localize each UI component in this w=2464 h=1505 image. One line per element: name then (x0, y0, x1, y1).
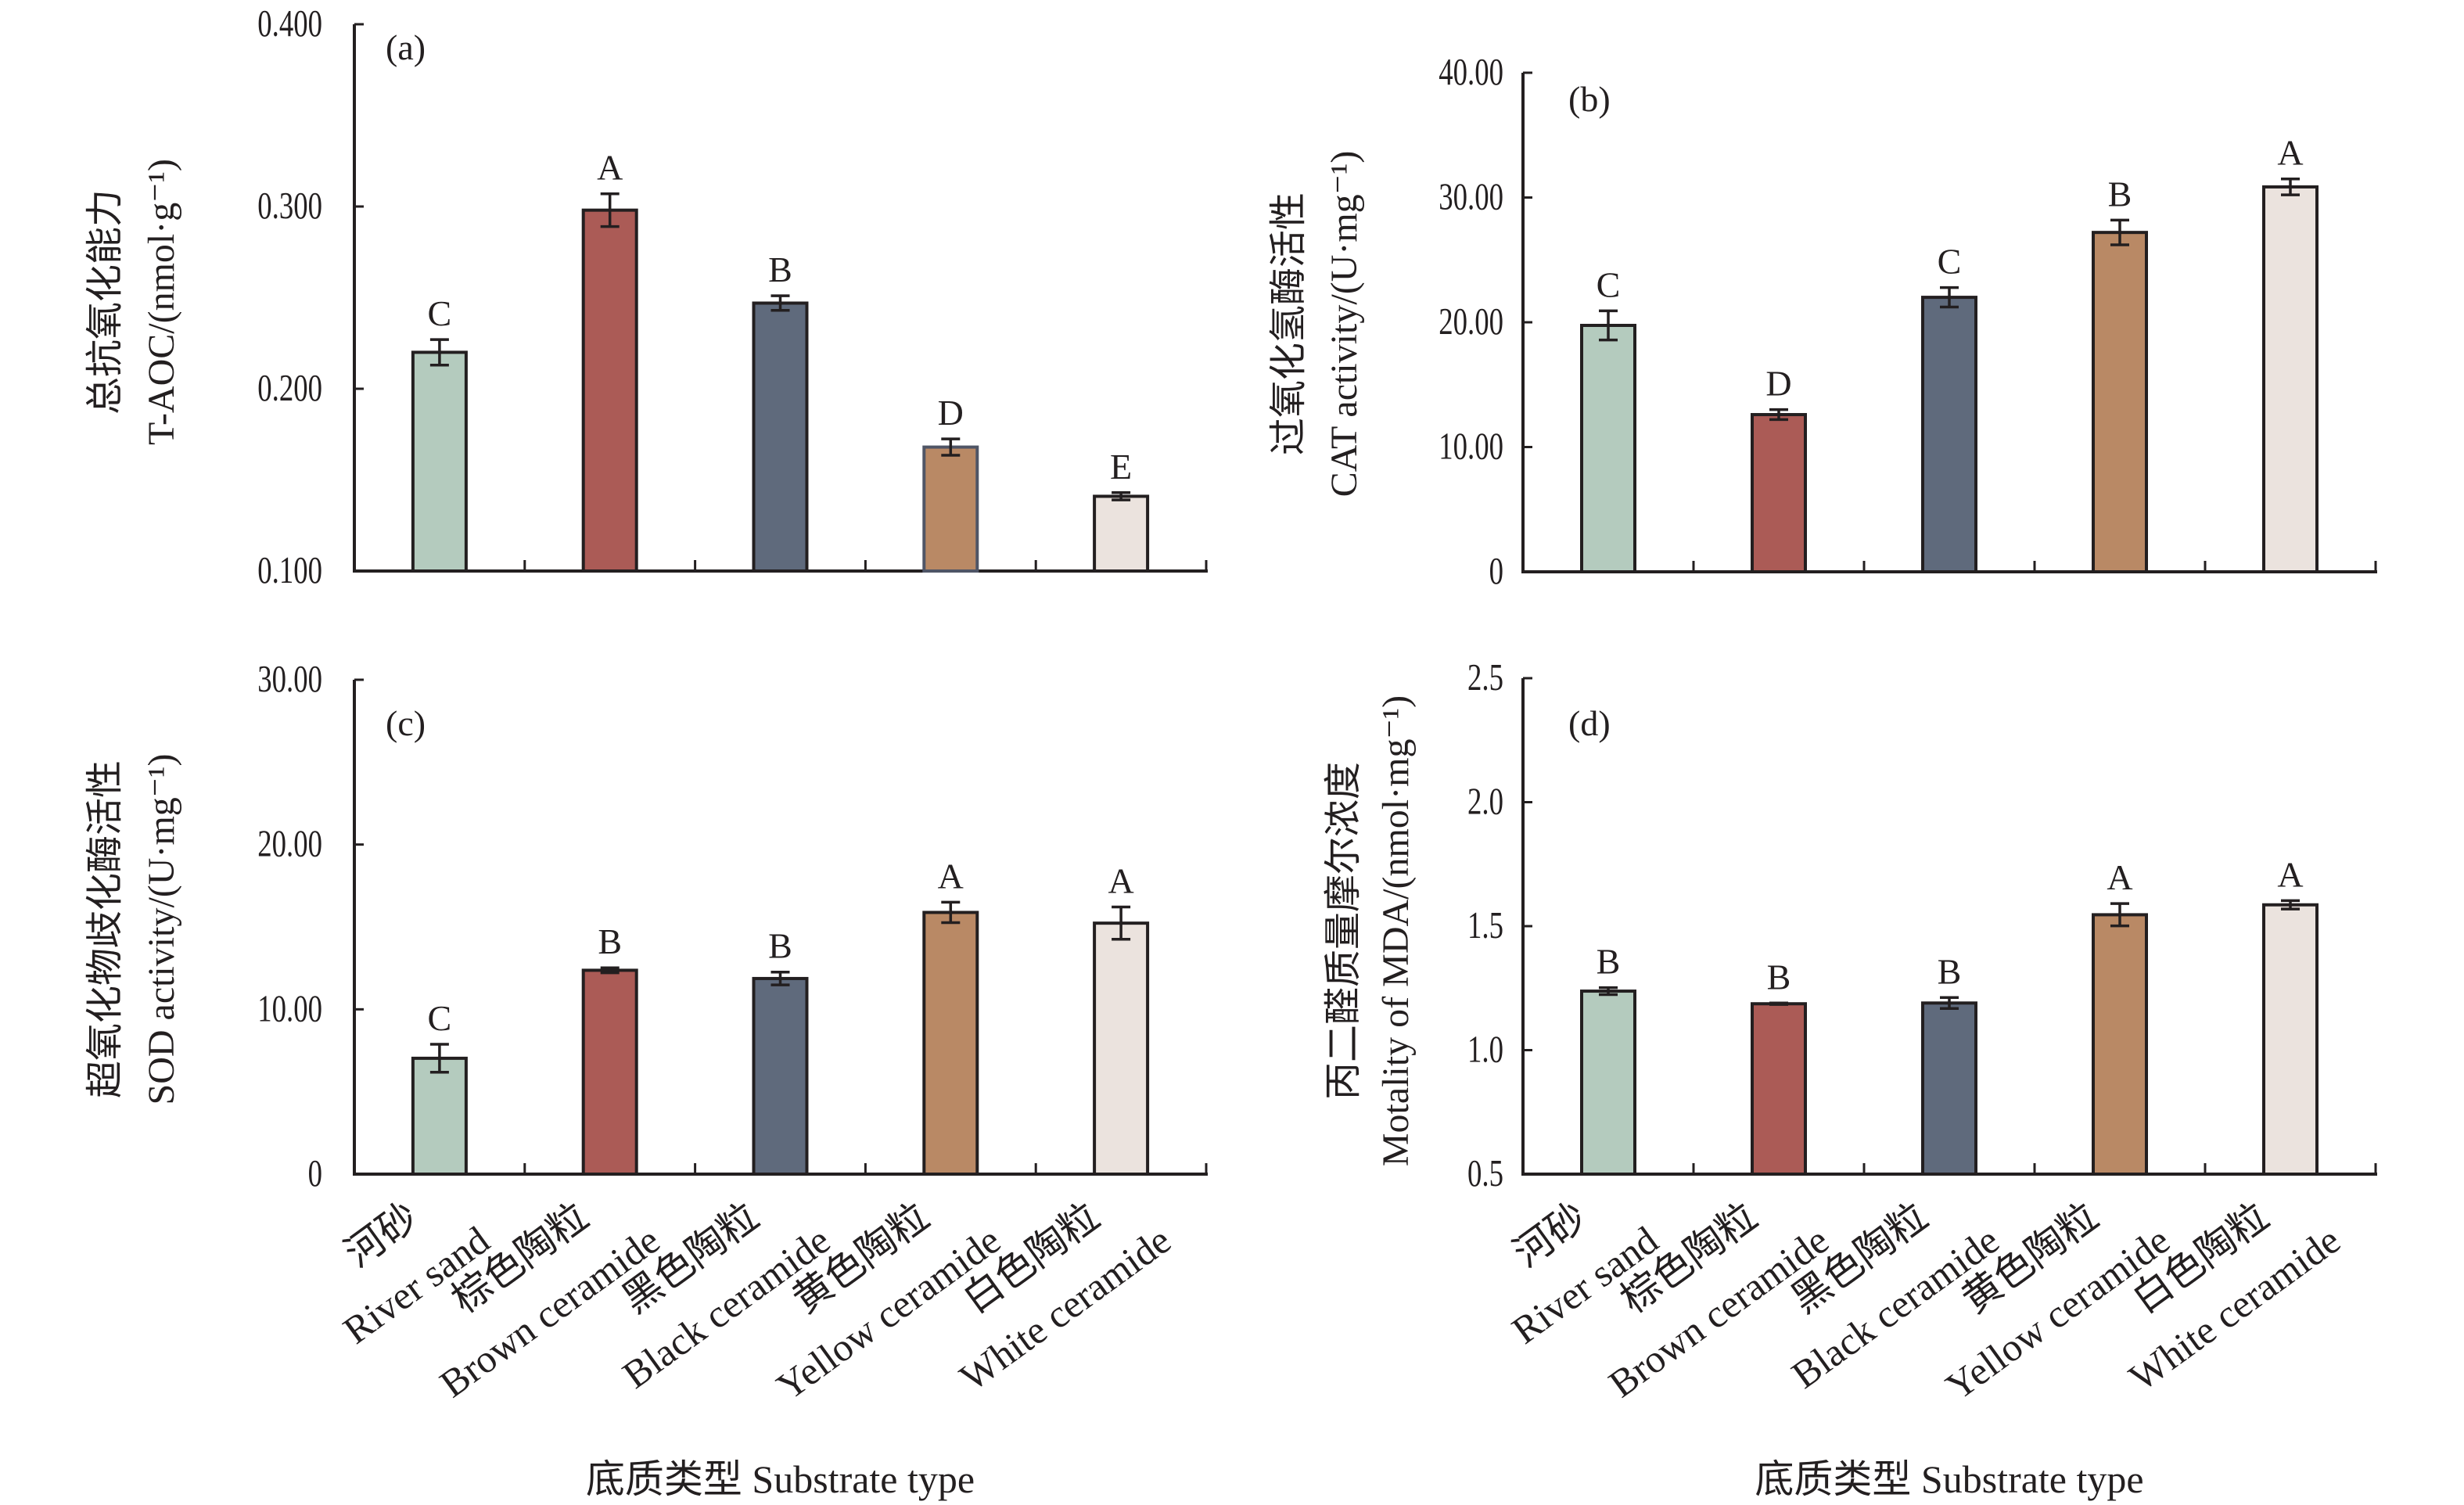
y-tick-label: 0.100 (257, 550, 322, 591)
bar-brown-ceramide (1751, 1002, 1807, 1176)
panel-label: (c) (386, 703, 426, 743)
significance-letter: C (428, 998, 452, 1038)
y-tick-label: 2.0 (1467, 781, 1503, 823)
panel-label: (d) (1568, 703, 1611, 743)
significance-letter: B (1938, 951, 1962, 991)
y-tick-label: 30.00 (257, 659, 322, 700)
bar-brown-ceramide (581, 968, 638, 1176)
y-tick-label: 0.400 (257, 3, 322, 45)
y-tick-label: 0 (308, 1153, 322, 1194)
significance-letter: A (2277, 133, 2303, 173)
bar-black-ceramide (752, 976, 809, 1176)
x-axis-title: 底质类型 Substrate type (1755, 1457, 2143, 1501)
significance-letter: B (2108, 174, 2132, 214)
panel-b-cat: 0 10.00 20.00 30.00 40.00 C D C B A (b) 过氧化氢酶活性 CAT … (1268, 52, 2377, 592)
significance-letter: C (428, 293, 452, 333)
bar-brown-ceramide (1751, 413, 1807, 574)
y-tick-label: 1.0 (1467, 1029, 1503, 1071)
significance-letter: E (1110, 447, 1132, 487)
y-tick-label: 40.00 (1439, 52, 1503, 93)
y-axis-title-en: T-AOC/(nmol·g⁻¹) (141, 159, 182, 445)
bar-river-sand (1580, 323, 1636, 573)
significance-letter: A (2107, 857, 2132, 897)
bar-yellow-ceramide (2092, 913, 2148, 1176)
panel-d-mda: 0.5 1.0 1.5 2.0 2.5 B B B A A (d) 丙二醛质量摩尔浓度 Motality… (1323, 657, 2377, 1501)
y-axis-title-zh: 过氧化氢酶活性 (1268, 192, 1309, 455)
y-tick-label: 20.00 (257, 824, 322, 865)
significance-letter: A (597, 148, 623, 188)
bar-river-sand (1580, 990, 1636, 1176)
significance-letter: B (1767, 957, 1791, 997)
y-tick-label: 2.5 (1467, 657, 1503, 699)
y-tick-label: 1.5 (1467, 905, 1503, 946)
bar-yellow-ceramide (922, 911, 979, 1176)
y-axis-title-zh: 丙二醛质量摩尔浓度 (1323, 762, 1364, 1100)
y-tick-label: 10.00 (257, 989, 322, 1030)
panel-c-sod: 0 10.00 20.00 30.00 C B B A A (c) 超氧化物歧化酶活性 SOD act… (84, 659, 1208, 1501)
y-tick-label: 20.00 (1439, 301, 1503, 343)
y-tick-label: 0.300 (257, 185, 322, 227)
bar-yellow-ceramide (922, 445, 979, 573)
bar-white-ceramide (1093, 494, 1150, 573)
significance-letter: D (1765, 364, 1791, 404)
significance-letter: A (1108, 861, 1133, 901)
bar-black-ceramide (752, 301, 809, 573)
significance-letter: B (768, 250, 792, 289)
significance-letter: A (2277, 854, 2303, 894)
y-axis-title-en: SOD activity/(U·mg⁻¹) (141, 754, 182, 1105)
bar-white-ceramide (2262, 185, 2319, 573)
y-tick-label: 10.00 (1439, 426, 1503, 468)
y-axis-title-zh: 超氧化物歧化酶活性 (84, 760, 126, 1098)
bar-black-ceramide (1921, 296, 1977, 573)
y-tick-label: 30.00 (1439, 177, 1503, 218)
significance-letter: A (938, 856, 964, 896)
y-axis-title-en: Motality of MDA/(nmol·mg⁻¹) (1375, 695, 1417, 1166)
bar-brown-ceramide (581, 208, 638, 573)
bar-white-ceramide (2262, 903, 2319, 1176)
significance-letter: B (598, 921, 622, 961)
bar-black-ceramide (1921, 1001, 1977, 1176)
y-axis-title-en: CAT activity/(U·mg⁻¹) (1324, 151, 1365, 497)
bar-white-ceramide (1093, 921, 1150, 1176)
significance-letter: B (1597, 942, 1621, 982)
bar-river-sand (411, 350, 468, 573)
x-axis-title: 底质类型 Substrate type (586, 1457, 975, 1501)
y-tick-label: 0.5 (1467, 1153, 1503, 1194)
bar-yellow-ceramide (2092, 231, 2148, 573)
panel-a-t-aoc: 0.100 0.200 0.300 0.400 C A B D E (a) 总抗氧化能力 T-AOC/… (84, 3, 1208, 591)
bar-river-sand (411, 1056, 468, 1176)
y-tick-label: 0.200 (257, 368, 322, 409)
panel-label: (b) (1568, 79, 1611, 119)
significance-letter: B (768, 926, 792, 966)
significance-letter: D (938, 393, 964, 433)
y-axis-title-zh: 总抗氧化能力 (84, 189, 126, 415)
significance-letter: C (1597, 264, 1621, 304)
panel-label: (a) (386, 27, 426, 67)
y-tick-label: 0 (1489, 551, 1503, 592)
significance-letter: C (1938, 242, 1962, 282)
